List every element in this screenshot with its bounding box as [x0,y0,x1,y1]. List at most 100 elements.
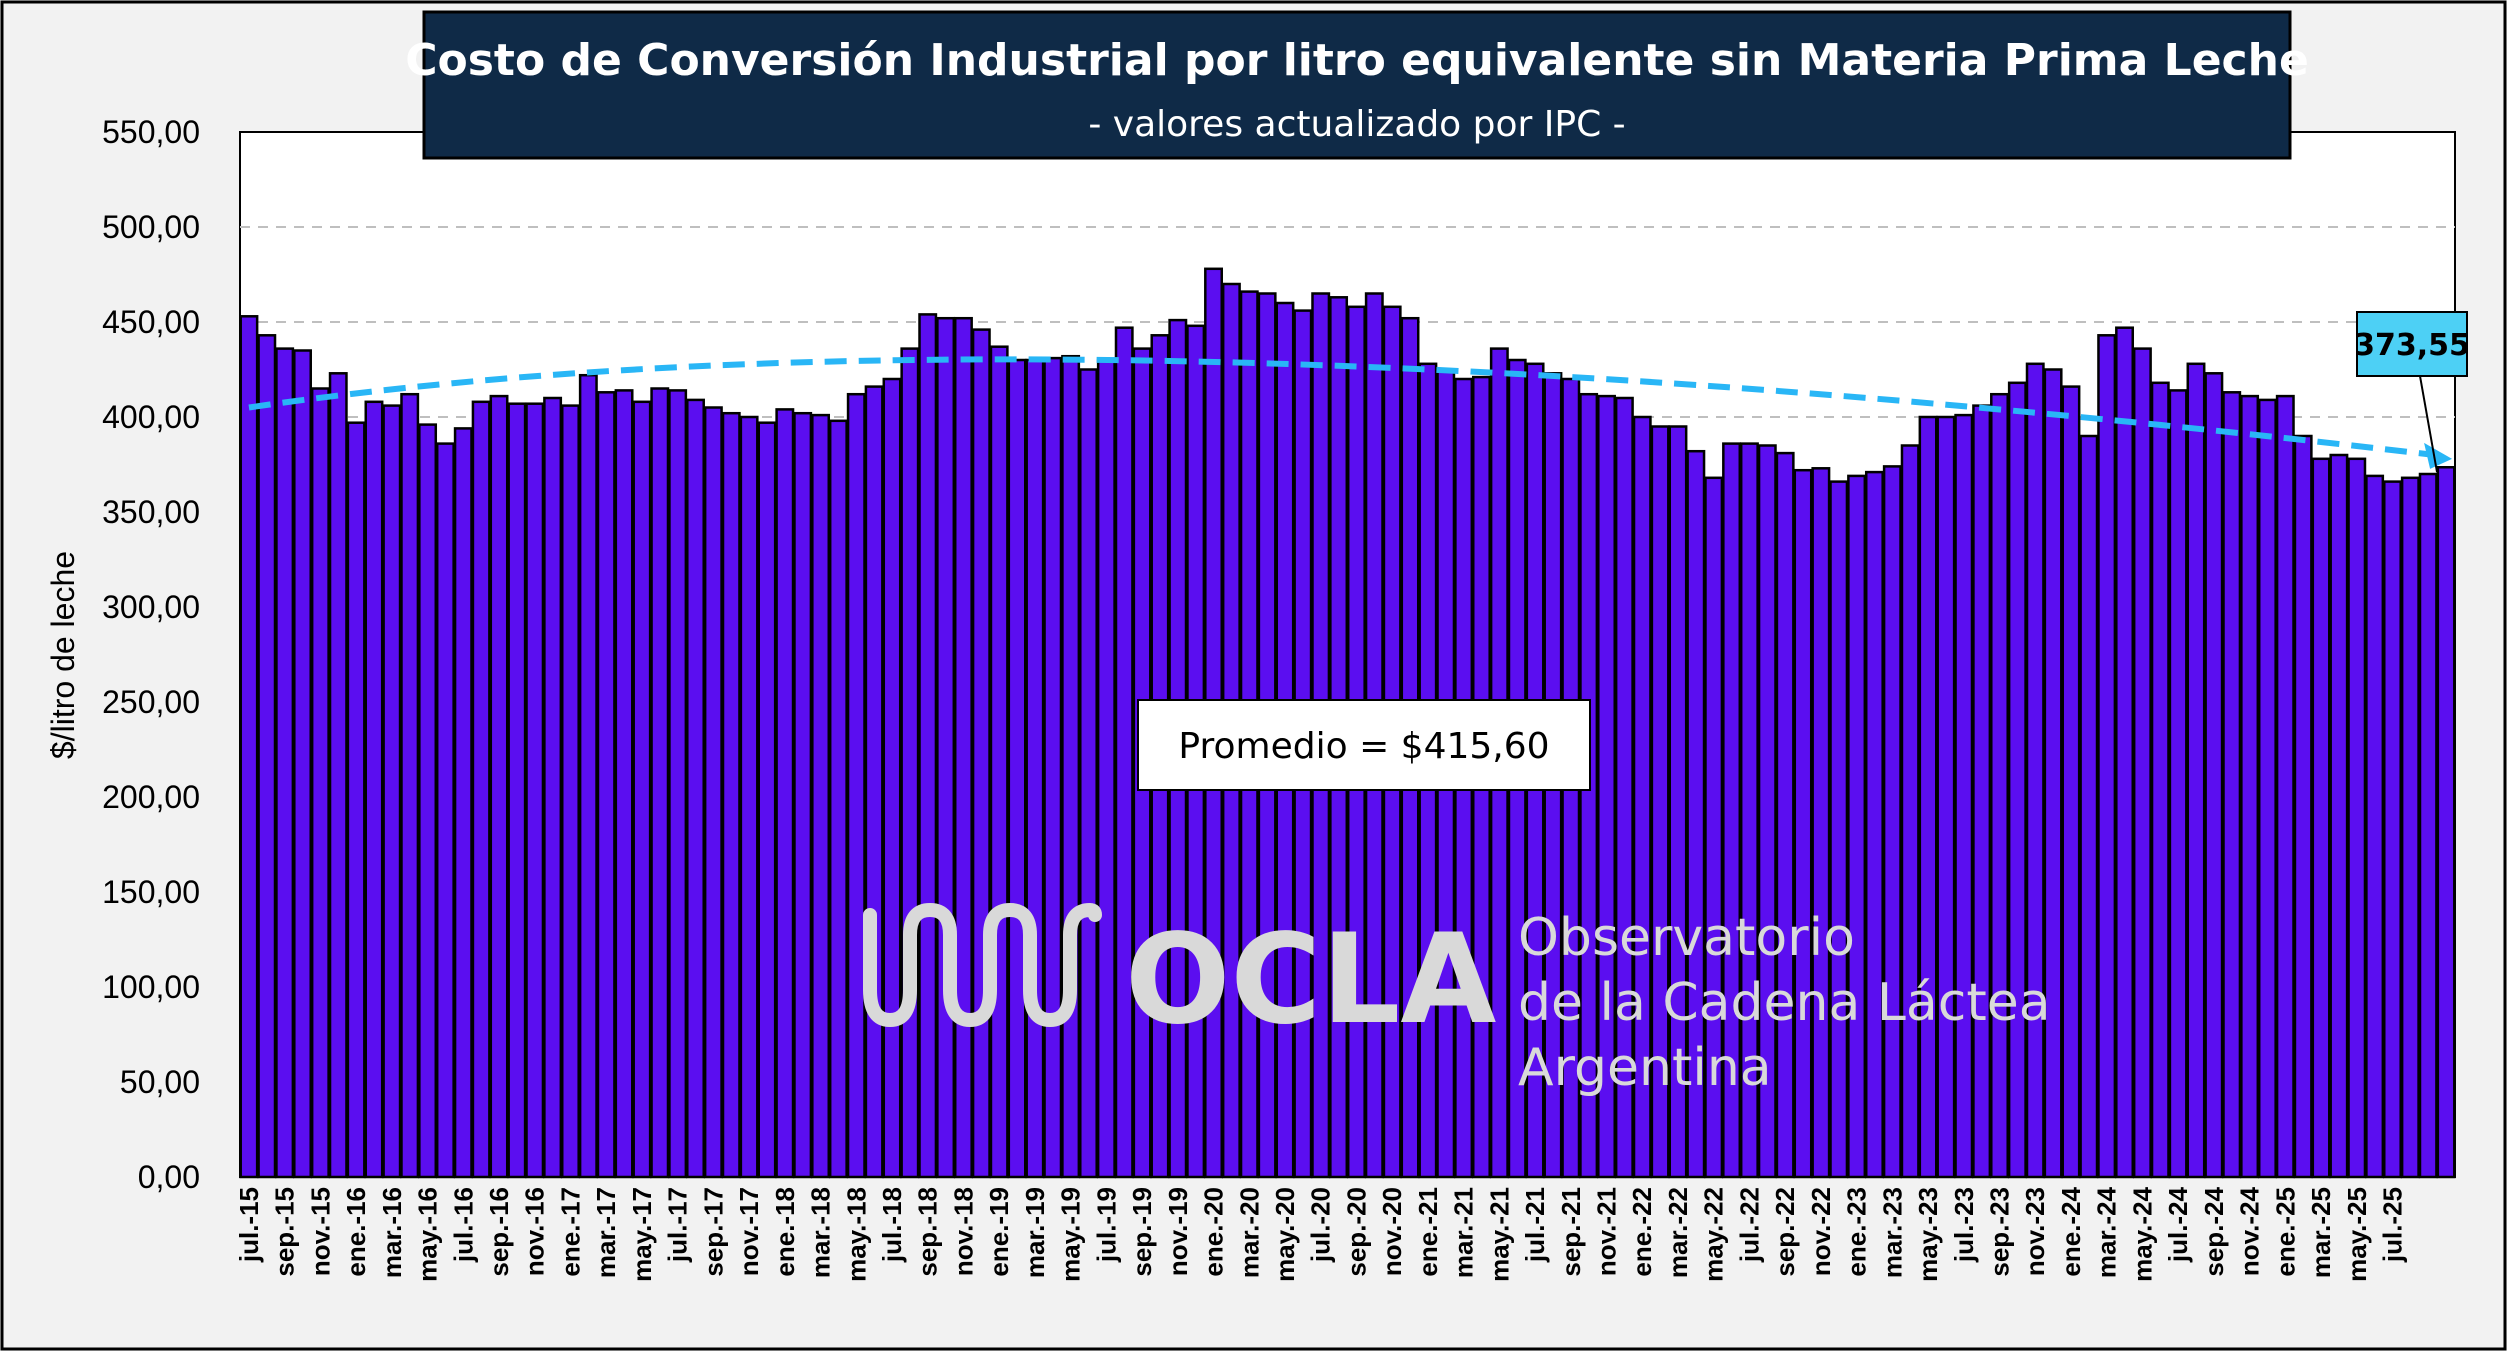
bar [703,406,723,1179]
x-tick-label: nov.-20 [1377,1187,1407,1276]
x-tick-label: jul.-21 [1520,1187,1550,1263]
bar [471,400,491,1179]
bar [328,372,348,1179]
bar [828,419,848,1179]
bar [1864,470,1884,1179]
bar [1793,468,1813,1179]
x-tick-label: may.-24 [2127,1186,2157,1281]
x-tick-label: jul.-20 [1306,1187,1336,1263]
x-tick-label: jul.-25 [2377,1187,2407,1263]
bar [1650,425,1670,1179]
x-tick-label: nov.-23 [2020,1187,2050,1276]
bar [1954,413,1974,1179]
ocla-logo-icon [863,902,1102,1028]
bar [846,392,866,1179]
x-tick-label: mar.-22 [1663,1187,1693,1278]
y-tick-label: 450,00 [102,304,200,340]
x-tick-label: may.-17 [627,1187,657,1282]
x-tick-label: ene.-24 [2056,1186,2086,1276]
trend-line [248,356,2435,458]
y-axis-label: $/litro de leche [45,551,81,759]
bar [346,421,366,1179]
bar [811,413,831,1179]
y-tick-label: 250,00 [102,684,200,720]
watermark-line1: Observatorio [1518,908,1855,968]
average-annotation: Promedio = $415,60 [1178,726,1549,767]
y-tick-label: 500,00 [102,209,200,245]
bar [1096,358,1116,1179]
x-tick-label: jul.-24 [2163,1186,2193,1263]
x-tick-label: may.-22 [1699,1187,1729,1282]
x-tick-label: nov.-18 [948,1187,978,1276]
trend-arrow-icon [2424,442,2453,469]
bar [1972,404,1992,1179]
x-tick-label: jul.-18 [877,1187,907,1263]
x-tick-label: ene.-17 [555,1187,585,1277]
x-tick-label: sep.-22 [1770,1187,1800,1277]
bar [2168,389,2188,1179]
bar [435,442,455,1179]
bar [293,349,312,1179]
bar [2186,362,2206,1179]
bar [1632,415,1652,1179]
x-tick-label: sep.-16 [484,1187,514,1277]
bar [757,421,777,1179]
x-tick-label: may.-21 [1484,1187,1514,1282]
bar [614,389,634,1179]
bar [275,347,295,1179]
y-tick-label: 200,00 [102,779,200,815]
bar [739,415,759,1179]
last-value-label: 373,55 [2354,328,2470,363]
x-tick-label: nov.-17 [734,1187,764,1276]
x-tick-label: may.-25 [2342,1187,2372,1282]
x-tick-label: mar.-17 [591,1187,621,1278]
x-tick-label: sep.-24 [2199,1186,2229,1276]
watermark-logo-text: OCLA [1125,908,1496,1052]
x-tick-label: mar.-24 [2092,1186,2122,1278]
bar [1114,326,1134,1179]
bar [1079,368,1098,1179]
last-value-box [2356,311,2468,377]
x-tick-label: mar.-16 [377,1187,407,1278]
bar [1847,474,1867,1179]
bar [2240,394,2260,1179]
bar [2436,466,2456,1179]
bar [1722,442,1742,1179]
x-tick-label: jul.-23 [1949,1187,1979,1263]
bar [989,345,1009,1179]
bar [686,398,705,1179]
chart-title: Costo de Conversión Industrial por litro… [405,35,2309,86]
x-tick-label: mar.-21 [1449,1187,1479,1278]
y-tick-label: 100,00 [102,969,200,1005]
x-tick-label: may.-16 [413,1187,443,1282]
bar [2132,347,2152,1179]
bar [2418,472,2438,1179]
y-axis-ticks: 0,00 50,00 100,00 150,00 200,00 250,00 300,00 3… [102,114,200,1195]
bar [793,411,813,1179]
bar [1668,425,1688,1179]
x-tick-label: sep.-17 [698,1187,728,1277]
bar [1775,451,1795,1179]
x-tick-label: nov.-19 [1163,1187,1193,1276]
bar [1811,467,1831,1179]
bar [864,385,884,1179]
bar [936,316,956,1179]
x-tick-label: ene.-19 [984,1187,1014,1277]
x-tick-label: sep.-20 [1341,1187,1371,1277]
bar [1990,392,2009,1179]
bar [418,423,438,1179]
bar [2222,391,2242,1179]
bar [775,408,795,1179]
bar [668,389,688,1179]
x-tick-label: mar.-19 [1020,1187,1050,1278]
bar [2115,326,2135,1179]
bar [1704,476,1724,1179]
bar [2383,480,2402,1179]
bar [2097,334,2117,1179]
bar [2329,453,2349,1179]
bar [1043,356,1063,1179]
x-tick-label: may.-19 [1056,1187,1086,1282]
bar [382,404,402,1179]
